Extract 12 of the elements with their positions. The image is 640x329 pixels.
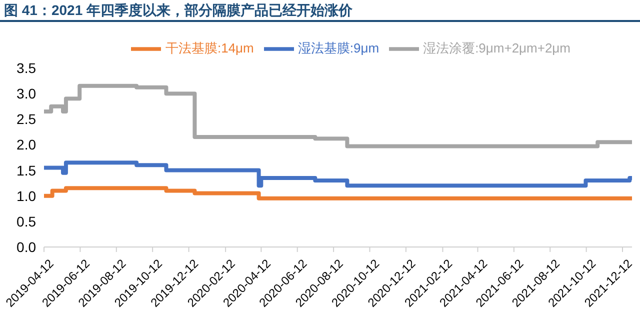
y-tick-label: 1.0 <box>16 188 36 204</box>
y-tick-label: 0.5 <box>16 213 36 230</box>
y-tick-label: 1.5 <box>16 162 36 178</box>
chart-title: 图 41：2021 年四季度以来，部分隔膜产品已经开始涨价 <box>0 0 640 22</box>
legend-label: 干法基膜:14μm <box>165 40 254 56</box>
y-tick-label: 0.0 <box>16 238 36 255</box>
y-tick-label: 3.0 <box>16 86 36 102</box>
y-tick-label: 2.0 <box>16 136 36 153</box>
y-tick-label: 3.5 <box>16 60 36 76</box>
legend-label: 湿法涂覆:9μm+2μm+2μm <box>423 40 571 56</box>
legend-label: 湿法基膜:9μm <box>298 40 380 56</box>
y-tick-label: 2.5 <box>16 111 36 128</box>
